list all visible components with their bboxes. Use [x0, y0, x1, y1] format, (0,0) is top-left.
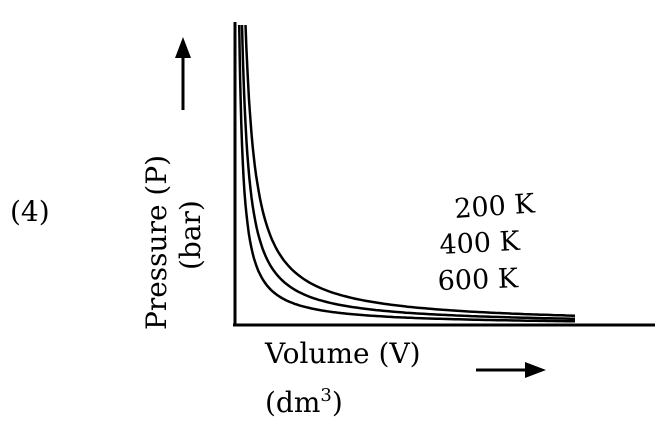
isotherm-curve [244, 24, 576, 317]
isotherm-curve [237, 24, 576, 323]
question-option-label: (4) [10, 195, 50, 228]
isotherm-curves [237, 24, 576, 323]
isotherm-label: 400 K [439, 226, 522, 261]
y-axis-label: Pressure (P) [140, 154, 173, 330]
isotherm-curve [240, 24, 576, 321]
y-axis-arrow-icon [175, 37, 191, 110]
isotherm-label: 200 K [453, 188, 536, 225]
isotherm-label: 600 K [437, 263, 519, 297]
y-axis-unit: (bar) [174, 200, 207, 270]
x-axis-unit: (dm3) [265, 385, 343, 419]
y-axis-title: Pressure (P) (bar) [140, 155, 208, 330]
x-axis-label: Volume (V) [265, 337, 421, 370]
x-axis-arrow-icon [476, 362, 546, 378]
